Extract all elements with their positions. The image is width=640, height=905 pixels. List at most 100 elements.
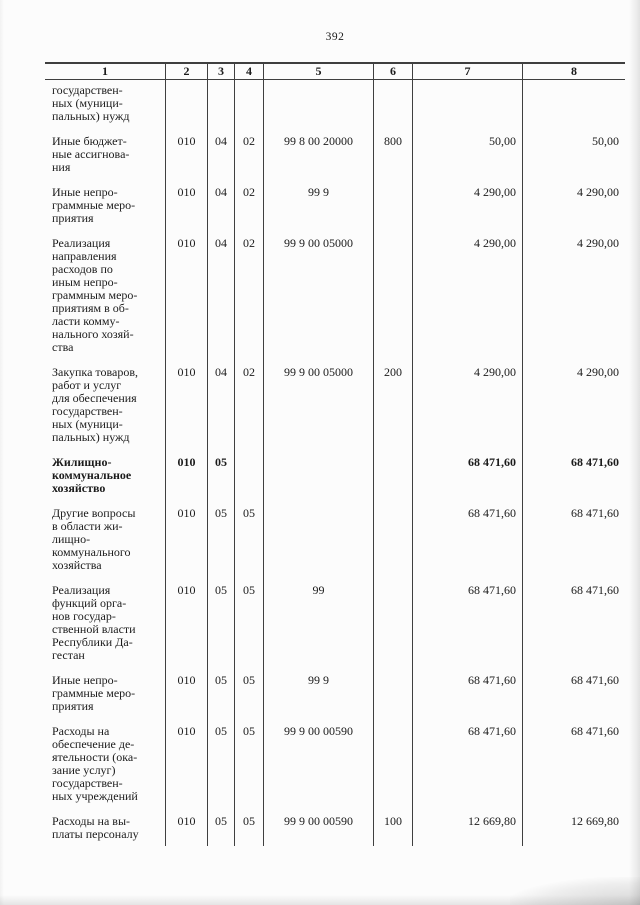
cell-col8: 4 290,00	[522, 354, 625, 444]
cell-col6	[373, 174, 412, 225]
cell-col5: 99 9	[263, 662, 373, 713]
cell-col5	[263, 495, 373, 572]
cell-col1: государствен- ных (муници- пальных) нужд	[52, 83, 130, 123]
cell-col4: 05	[234, 572, 263, 662]
header-cell-7: 7	[412, 64, 522, 79]
cell-col6	[373, 713, 412, 803]
scan-shadow-corner	[510, 877, 640, 905]
table-row: Иные бюджет- ные ассигнова- ния 010 04 0…	[45, 123, 625, 174]
cell-col2: 010	[165, 123, 207, 174]
cell-col8: 4 290,00	[522, 174, 625, 225]
cell-col1: Иные непро- граммные меро- приятия	[52, 185, 136, 225]
cell-col4: 02	[234, 354, 263, 444]
table-row: Реализация направления расходов по иным …	[45, 225, 625, 354]
cell-col8: 68 471,60	[522, 444, 625, 495]
cell-col2: 010	[165, 354, 207, 444]
table-row: Расходы на вы- платы персоналу 010 05 05…	[45, 803, 625, 846]
header-cell-5: 5	[263, 64, 373, 79]
cell-col4: 02	[234, 174, 263, 225]
table-row: Другие вопросы в области жи- лищно- комм…	[45, 495, 625, 572]
cell-col1: Жилищно- коммунальное хозяйство	[52, 455, 132, 495]
table-row: Жилищно- коммунальное хозяйство 010 05 6…	[45, 444, 625, 495]
cell-col4	[234, 444, 263, 495]
cell-col2: 010	[165, 662, 207, 713]
cell-col7	[412, 80, 522, 123]
cell-col1: Иные непро- граммные меро- приятия	[52, 673, 136, 713]
cell-col6	[373, 572, 412, 662]
cell-col6	[373, 495, 412, 572]
cell-col4: 05	[234, 713, 263, 803]
cell-col6	[373, 225, 412, 354]
table-row: Иные непро- граммные меро- приятия 010 0…	[45, 662, 625, 713]
header-cell-1: 1	[102, 64, 108, 78]
scan-shadow-bottom	[0, 895, 640, 905]
scan-shadow-left	[0, 0, 4, 905]
cell-col5	[263, 80, 373, 123]
cell-col6	[373, 80, 412, 123]
page-number: 392	[325, 31, 345, 43]
cell-col7: 68 471,60	[412, 662, 522, 713]
cell-col2: 010	[165, 803, 207, 846]
header-cell-3: 3	[207, 64, 234, 79]
cell-col8: 50,00	[522, 123, 625, 174]
cell-col6: 800	[373, 123, 412, 174]
cell-col3: 04	[207, 123, 234, 174]
cell-col4	[234, 80, 263, 123]
cell-col2: 010	[165, 572, 207, 662]
cell-col5	[263, 444, 373, 495]
cell-col4: 05	[234, 662, 263, 713]
cell-col5: 99 9 00 00590	[263, 713, 373, 803]
cell-col6: 200	[373, 354, 412, 444]
cell-col8	[522, 80, 625, 123]
cell-col2: 010	[165, 495, 207, 572]
table-row: Иные непро- граммные меро- приятия 010 0…	[45, 174, 625, 225]
cell-col7: 68 471,60	[412, 713, 522, 803]
table-row: Реализация функций орга- нов государ- ст…	[45, 572, 625, 662]
cell-col3: 04	[207, 354, 234, 444]
cell-col8: 68 471,60	[522, 495, 625, 572]
cell-col3	[207, 80, 234, 123]
cell-col1: Закупка товаров, работ и услуг для обесп…	[52, 365, 138, 444]
cell-col3: 05	[207, 495, 234, 572]
cell-col5: 99 9 00 00590	[263, 803, 373, 846]
cell-col3: 05	[207, 713, 234, 803]
cell-col2: 010	[165, 713, 207, 803]
cell-col3: 04	[207, 225, 234, 354]
cell-col8: 68 471,60	[522, 572, 625, 662]
table-header-row: 1 2 3 4 5 6 7 8	[45, 62, 625, 80]
cell-col1: Расходы на обеспечение де- ятельности (о…	[52, 724, 138, 803]
cell-col8: 68 471,60	[522, 713, 625, 803]
cell-col4: 05	[234, 803, 263, 846]
cell-col3: 05	[207, 444, 234, 495]
cell-col7: 4 290,00	[412, 354, 522, 444]
cell-col1: Иные бюджет- ные ассигнова- ния	[52, 134, 130, 174]
cell-col5: 99 8 00 20000	[263, 123, 373, 174]
cell-col5: 99 9 00 05000	[263, 354, 373, 444]
cell-col6	[373, 662, 412, 713]
header-cell-8: 8	[522, 64, 625, 79]
table-row: Расходы на обеспечение де- ятельности (о…	[45, 713, 625, 803]
cell-col4: 02	[234, 225, 263, 354]
cell-col1: Другие вопросы в области жи- лищно- комм…	[52, 506, 136, 572]
cell-col8: 68 471,60	[522, 662, 625, 713]
cell-col2: 010	[165, 225, 207, 354]
cell-col4: 05	[234, 495, 263, 572]
cell-col2: 010	[165, 444, 207, 495]
cell-col3: 05	[207, 572, 234, 662]
table-body: государствен- ных (муници- пальных) нужд…	[45, 80, 625, 846]
budget-table: 1 2 3 4 5 6 7 8 государствен- ных (муниц…	[45, 62, 625, 846]
cell-col8: 4 290,00	[522, 225, 625, 354]
cell-col6: 100	[373, 803, 412, 846]
cell-col7: 68 471,60	[412, 444, 522, 495]
cell-col7: 68 471,60	[412, 495, 522, 572]
cell-col1: Реализация функций орга- нов государ- ст…	[52, 583, 136, 662]
cell-col6	[373, 444, 412, 495]
cell-col1: Расходы на вы- платы персоналу	[52, 814, 139, 841]
header-cell-6: 6	[373, 64, 412, 79]
cell-col8: 12 669,80	[522, 803, 625, 846]
header-cell-4: 4	[234, 64, 263, 79]
cell-col2	[165, 80, 207, 123]
cell-col5: 99 9 00 05000	[263, 225, 373, 354]
cell-col2: 010	[165, 174, 207, 225]
